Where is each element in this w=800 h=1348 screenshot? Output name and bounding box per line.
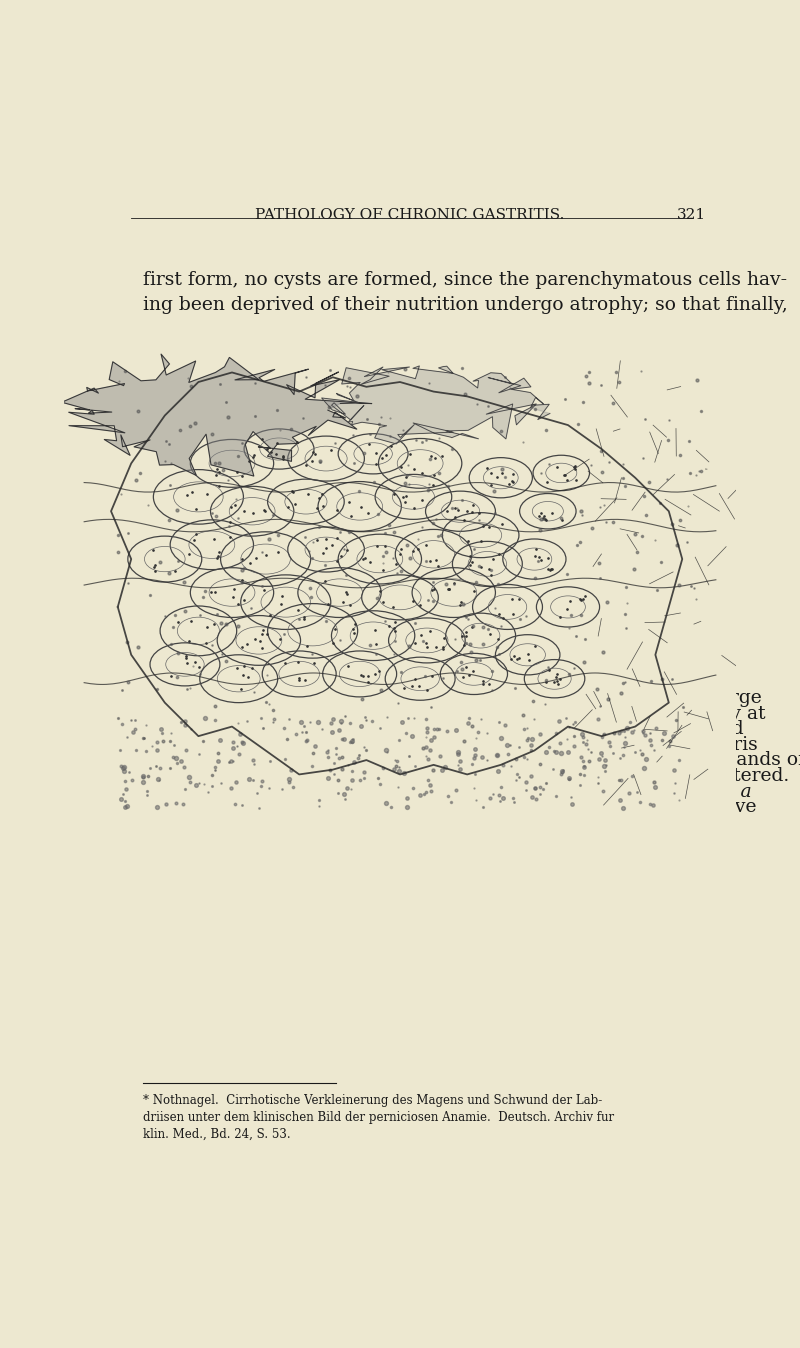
Text: 321: 321 <box>677 209 706 222</box>
Text: mucosaæ disappears entirely, the submucosa is traversed by bands of: mucosaæ disappears entirely, the submuco… <box>143 751 800 770</box>
Text: Fig. 29.—From a case of phthisis ventriculi, with cirrhotic atrophy.  Broad band: Fig. 29.—From a case of phthisis ventric… <box>143 620 733 774</box>
Text: * Nothnagel.  Cirrhotische Verkleinerung des Magens und Schwund der Lab-
driisen: * Nothnagel. Cirrhotische Verkleinerung … <box>143 1093 614 1140</box>
Text: The organ is not alone not enlarged ⁣in toto⁣, but at times, as in a: The organ is not alone not enlarged ⁣in … <box>143 783 752 801</box>
Text: here and there in the form of hyaline inclosures.  The muscularis: here and there in the form of hyaline in… <box>143 736 758 754</box>
FancyBboxPatch shape <box>64 344 736 822</box>
Text: PATHOLOGY OF CHRONIC GASTRITIS.: PATHOLOGY OF CHRONIC GASTRITIS. <box>255 209 565 222</box>
Polygon shape <box>322 365 550 443</box>
Text: as is shown in Fig. 30, there remains only a meshwork with large: as is shown in Fig. 30, there remains on… <box>143 689 762 708</box>
Text: connective-tissue fibers, but the muscularis is apparently unaltered.: connective-tissue fibers, but the muscul… <box>143 767 790 785</box>
Text: case reported by Nothnagel,* may be small and cirrhotic.  I have: case reported by Nothnagel,* may be smal… <box>143 798 757 816</box>
Polygon shape <box>62 355 372 476</box>
Text: first form, no cysts are formed, since the parenchymatous cells hav-
ing been de: first form, no cysts are formed, since t… <box>143 271 788 314</box>
Text: the surface.  Isolated remnants of ducts and cells may be found: the surface. Isolated remnants of ducts … <box>143 720 744 739</box>
Text: interstices whose fibers run parallel to and terminate smoothly at: interstices whose fibers run parallel to… <box>143 705 766 723</box>
